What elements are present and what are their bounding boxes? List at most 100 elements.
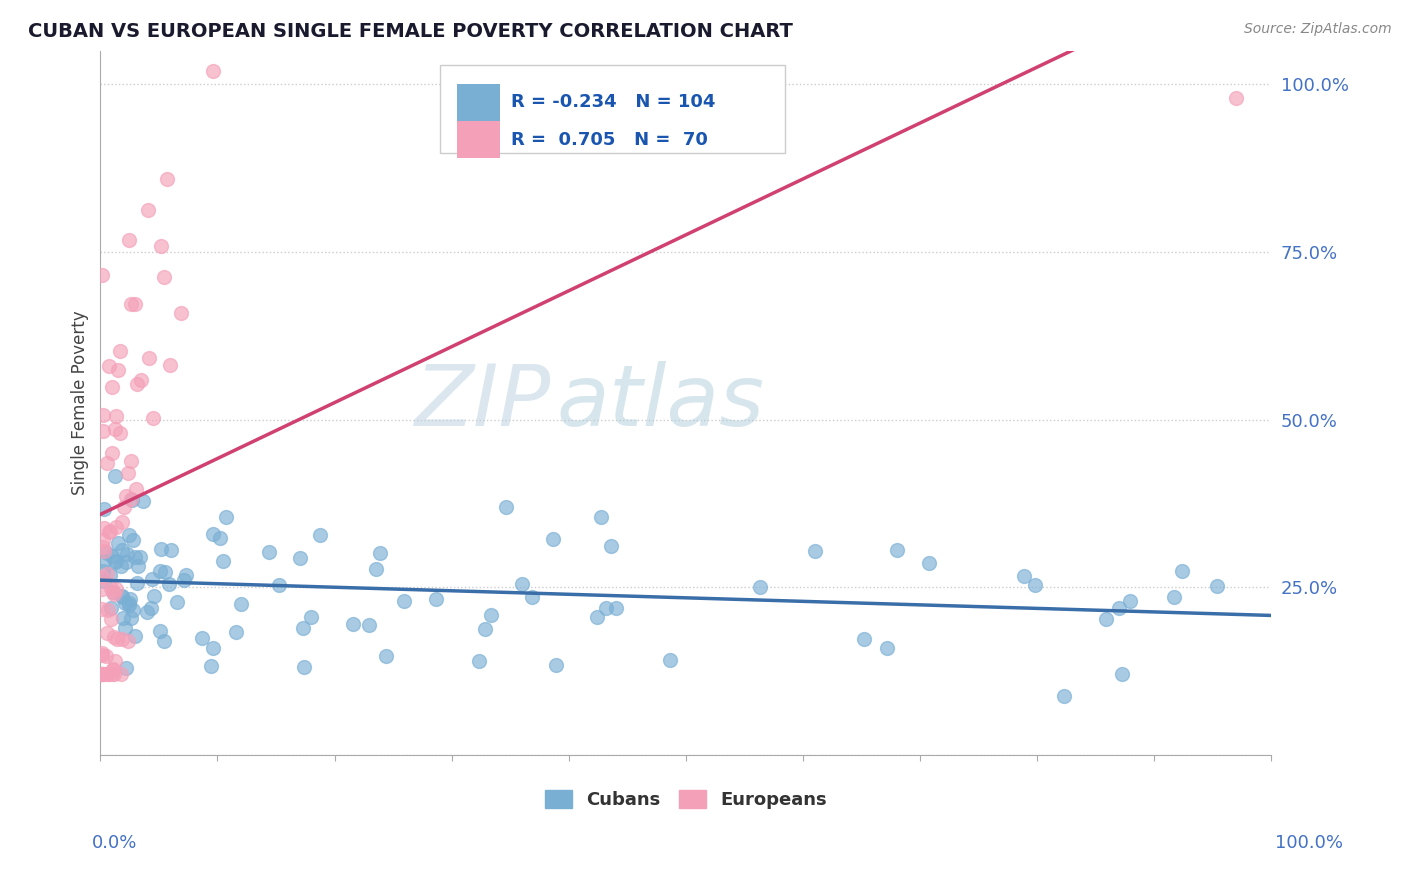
Point [104, 555, 127, 569]
Point [100, 581, 122, 595]
Point [96, 626, 118, 640]
Point [368, 546, 391, 560]
Point [148, 624, 170, 639]
Point [1206, 579, 1229, 593]
Point [110, 667, 132, 681]
Point [96, 667, 118, 681]
Point [93, 544, 115, 558]
Point [104, 582, 127, 596]
Point [212, 554, 235, 568]
Point [104, 655, 127, 669]
Point [90, 570, 112, 584]
Point [94, 648, 117, 663]
Point [97, 667, 120, 681]
Point [170, 306, 193, 320]
Point [96, 456, 118, 470]
Point [100, 612, 122, 626]
Point [108, 344, 131, 359]
Text: ZIP: ZIP [415, 361, 551, 444]
Point [90, 667, 112, 681]
Point [101, 663, 124, 677]
Text: 0.0%: 0.0% [91, 834, 136, 852]
Point [117, 466, 139, 480]
Point [91, 564, 114, 578]
Point [1095, 612, 1118, 626]
Point [267, 578, 290, 592]
Point [876, 641, 898, 656]
Point [142, 410, 165, 425]
Point [90, 601, 112, 615]
Point [105, 519, 128, 533]
Y-axis label: Single Female Poverty: Single Female Poverty [72, 310, 89, 495]
Point [585, 610, 607, 624]
Point [111, 589, 134, 603]
Point [122, 603, 145, 617]
Point [201, 640, 224, 655]
Point [520, 590, 543, 604]
Point [599, 539, 621, 553]
Point [111, 515, 134, 529]
Point [1225, 90, 1247, 104]
Point [591, 510, 613, 524]
Point [127, 558, 149, 573]
Point [98, 524, 121, 538]
Point [104, 422, 127, 436]
Point [97, 524, 120, 539]
Point [1170, 565, 1192, 579]
Point [90, 646, 112, 660]
Point [142, 589, 165, 603]
Point [1111, 666, 1133, 681]
Point [173, 574, 195, 588]
Point [107, 536, 129, 550]
Point [225, 624, 247, 639]
Point [108, 426, 131, 441]
Point [105, 632, 128, 647]
Point [394, 594, 416, 608]
Point [91, 582, 114, 596]
Point [91, 409, 114, 423]
Point [342, 617, 364, 632]
Point [125, 576, 148, 591]
Point [364, 562, 387, 576]
Point [474, 622, 496, 636]
Point [117, 634, 139, 648]
Point [160, 543, 183, 558]
Point [117, 598, 139, 612]
Point [90, 667, 112, 681]
Point [257, 545, 280, 559]
Point [125, 482, 148, 496]
Point [93, 424, 115, 438]
Point [115, 489, 138, 503]
Point [129, 550, 152, 565]
Point [215, 510, 238, 524]
Point [120, 454, 142, 468]
Point [101, 445, 124, 459]
Point [152, 269, 174, 284]
Point [605, 600, 627, 615]
Point [124, 549, 146, 564]
Point [93, 574, 115, 588]
Point [120, 297, 142, 311]
Text: R =  0.705   N =  70: R = 0.705 N = 70 [512, 130, 709, 149]
Point [129, 373, 152, 387]
Point [103, 585, 125, 599]
Point [375, 649, 398, 664]
Point [120, 611, 142, 625]
Point [111, 590, 134, 604]
Point [97, 603, 120, 617]
Point [1119, 594, 1142, 608]
Point [100, 601, 122, 615]
Point [118, 591, 141, 606]
Point [124, 297, 146, 311]
Point [101, 584, 124, 599]
Point [96, 566, 118, 581]
Point [110, 559, 132, 574]
Point [495, 500, 517, 515]
Point [308, 528, 330, 542]
FancyBboxPatch shape [457, 121, 499, 158]
Legend: Cubans, Europeans: Cubans, Europeans [537, 782, 834, 816]
Point [93, 501, 115, 516]
Point [357, 617, 380, 632]
Point [292, 621, 315, 635]
Point [853, 632, 876, 646]
